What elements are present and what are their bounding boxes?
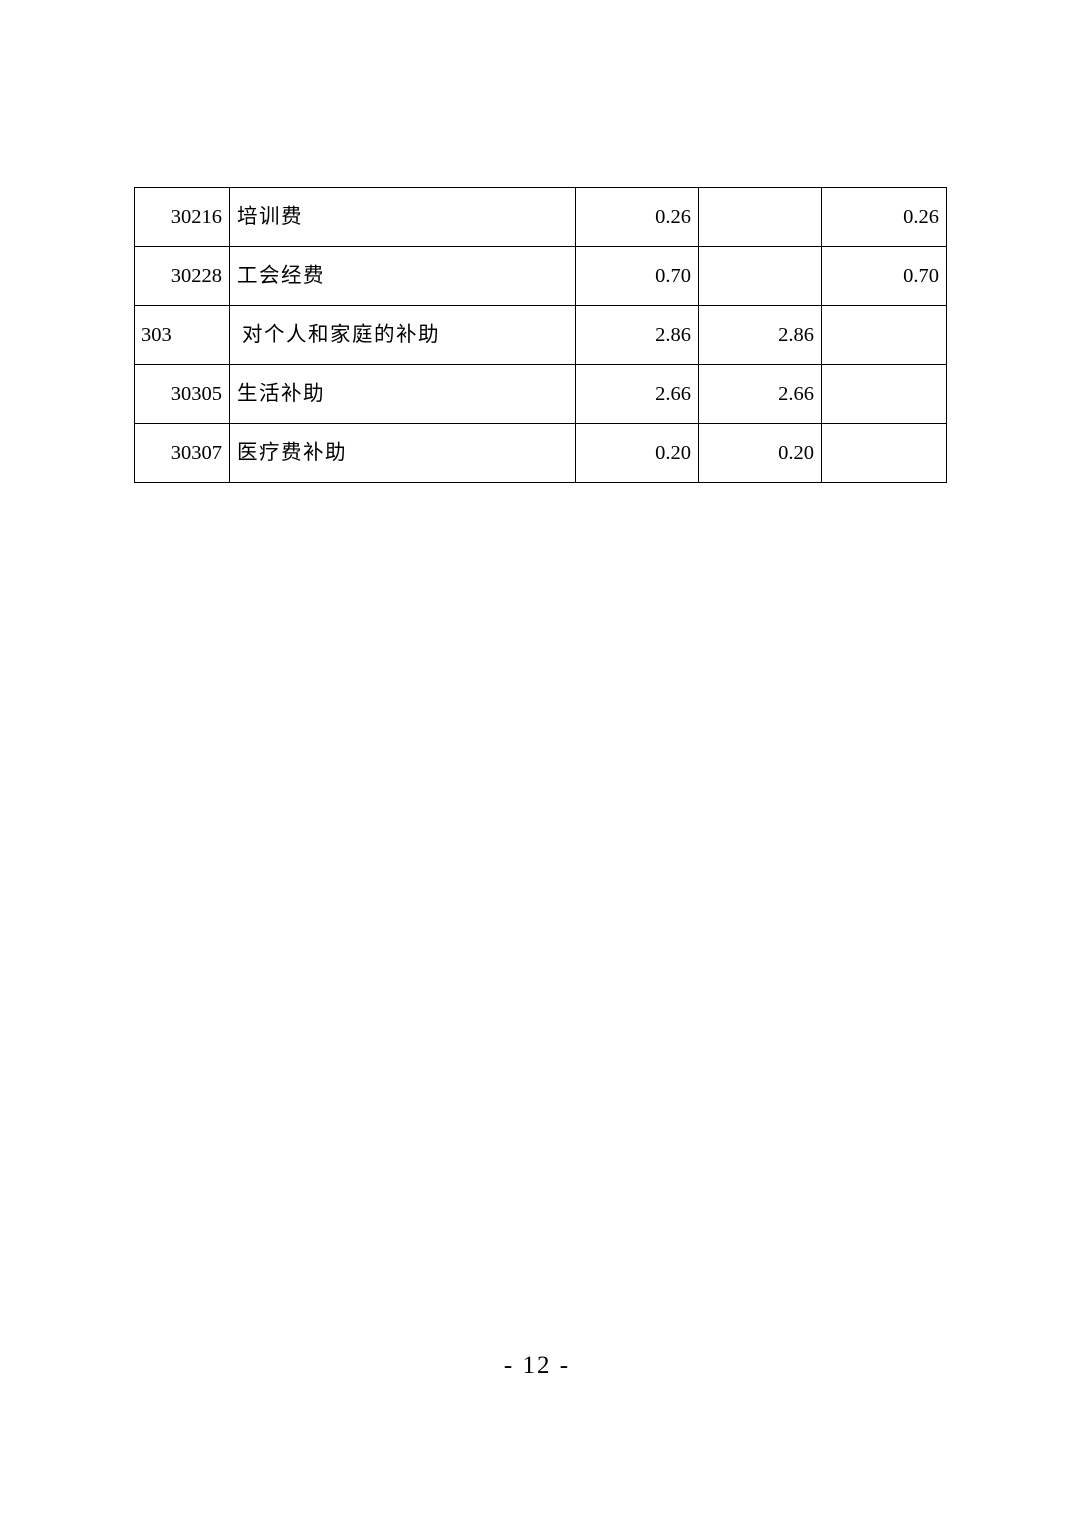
cell-code: 30228	[134, 246, 230, 306]
cell-amount-total: 2.66	[575, 364, 699, 424]
cell-amount-last: 0.26	[821, 187, 947, 247]
cell-item-name: 工会经费	[229, 246, 576, 306]
cell-amount-last	[821, 305, 947, 365]
cell-amount-total: 2.86	[575, 305, 699, 365]
cell-code: 30307	[134, 423, 230, 483]
table-row: 30307 医疗费补助 0.20 0.20	[134, 423, 947, 483]
cell-amount-total: 0.70	[575, 246, 699, 306]
cell-code: 303	[134, 305, 230, 365]
page-number: - 12 -	[503, 1352, 571, 1379]
table-row: 30305 生活补助 2.66 2.66	[134, 364, 947, 424]
cell-item-name: 对个人和家庭的补助	[229, 305, 576, 365]
cell-item-name: 培训费	[229, 187, 576, 247]
cell-amount-mid: 2.66	[698, 364, 822, 424]
budget-table: 30216 培训费 0.26 0.26 30228 工会经费 0.70 0.70 303 对个人和…	[134, 187, 947, 483]
cell-amount-total: 0.26	[575, 187, 699, 247]
cell-amount-mid	[698, 246, 822, 306]
table-row: 30216 培训费 0.26 0.26	[134, 187, 947, 247]
cell-item-name: 医疗费补助	[229, 423, 576, 483]
cell-amount-mid	[698, 187, 822, 247]
cell-item-name: 生活补助	[229, 364, 576, 424]
budget-table-container: 30216 培训费 0.26 0.26 30228 工会经费 0.70 0.70 303 对个人和…	[134, 187, 947, 483]
cell-code: 30305	[134, 364, 230, 424]
cell-code: 30216	[134, 187, 230, 247]
budget-table-body: 30216 培训费 0.26 0.26 30228 工会经费 0.70 0.70 303 对个人和…	[134, 187, 947, 483]
cell-amount-last: 0.70	[821, 246, 947, 306]
cell-amount-mid: 2.86	[698, 305, 822, 365]
cell-amount-last	[821, 423, 947, 483]
cell-amount-total: 0.20	[575, 423, 699, 483]
cell-amount-last	[821, 364, 947, 424]
cell-amount-mid: 0.20	[698, 423, 822, 483]
table-row: 30228 工会经费 0.70 0.70	[134, 246, 947, 306]
table-row: 303 对个人和家庭的补助 2.86 2.86	[134, 305, 947, 365]
